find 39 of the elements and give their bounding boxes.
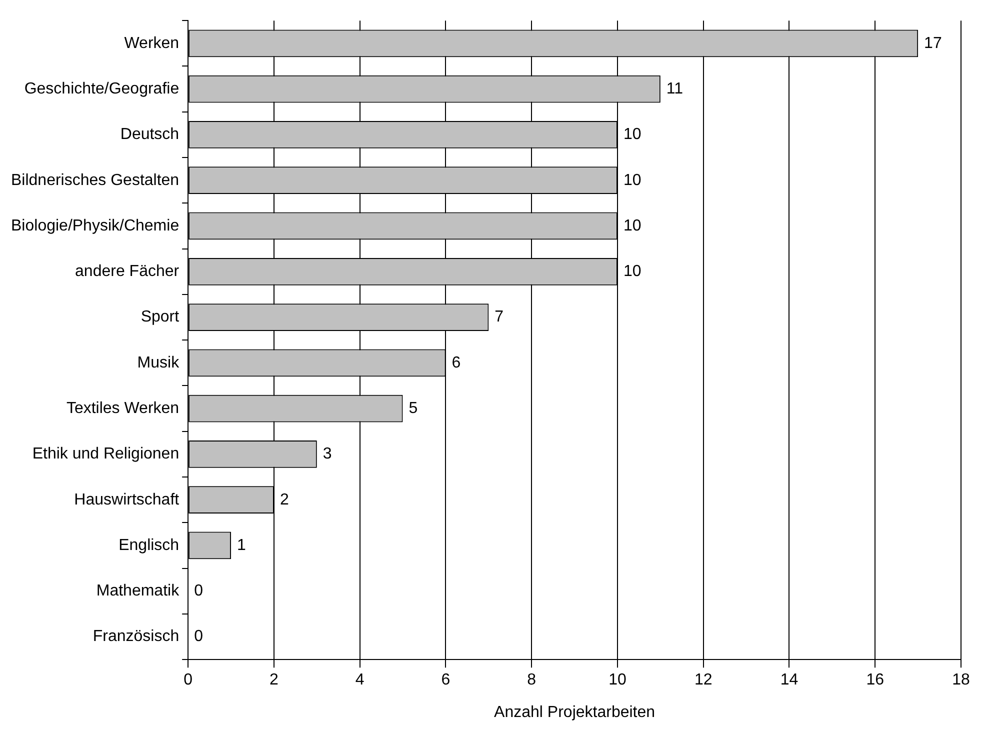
y-tick-label: Mathematik [96, 582, 180, 600]
x-tick-label: 10 [608, 672, 626, 689]
y-tick-label: Deutsch [120, 126, 180, 144]
data-label: 1 [237, 536, 246, 554]
x-tick-label: 2 [270, 672, 279, 689]
data-label: 17 [924, 34, 942, 52]
x-tick-label: 0 [184, 672, 193, 689]
y-tick-label: Französisch [92, 628, 180, 646]
data-label: 7 [494, 308, 504, 326]
data-label: 10 [623, 172, 642, 189]
y-tick-label: Ethik und Religionen [32, 446, 180, 463]
data-label: 10 [623, 217, 642, 234]
data-label: 6 [452, 354, 461, 372]
y-tick-label: Geschichte/Geografie [24, 80, 180, 98]
data-label: 11 [666, 80, 684, 98]
data-label: 10 [623, 263, 642, 280]
y-tick-label: Biologie/Physik/Chemie [11, 217, 180, 234]
y-tick-label: Musik [137, 354, 180, 372]
y-tick-label: Englisch [118, 536, 180, 554]
y-tick-label: andere Fächer [75, 263, 180, 280]
x-tick-label: 14 [780, 672, 798, 689]
y-tick-label: Werken [124, 34, 180, 52]
x-tick-label: 6 [441, 672, 450, 689]
y-tick-label: Textiles Werken [66, 400, 180, 417]
data-label: 2 [280, 491, 289, 508]
y-tick-label: Hauswirtschaft [74, 491, 180, 508]
y-tick-label: Bildnerisches Gestalten [10, 172, 180, 189]
x-tick-label: 16 [866, 672, 884, 689]
y-tick-label: Sport [140, 308, 180, 326]
x-tick-label: 12 [694, 672, 712, 689]
data-label: 10 [623, 126, 642, 144]
x-tick-label: 18 [952, 672, 970, 689]
data-label: 0 [194, 582, 204, 600]
x-tick-label: 4 [355, 672, 364, 689]
x-axis-title: Anzahl Projektarbeiten [494, 704, 656, 721]
x-tick-label: 8 [527, 672, 536, 689]
data-label: 3 [322, 446, 332, 463]
data-label: 0 [194, 628, 204, 646]
data-label: 5 [408, 400, 418, 417]
